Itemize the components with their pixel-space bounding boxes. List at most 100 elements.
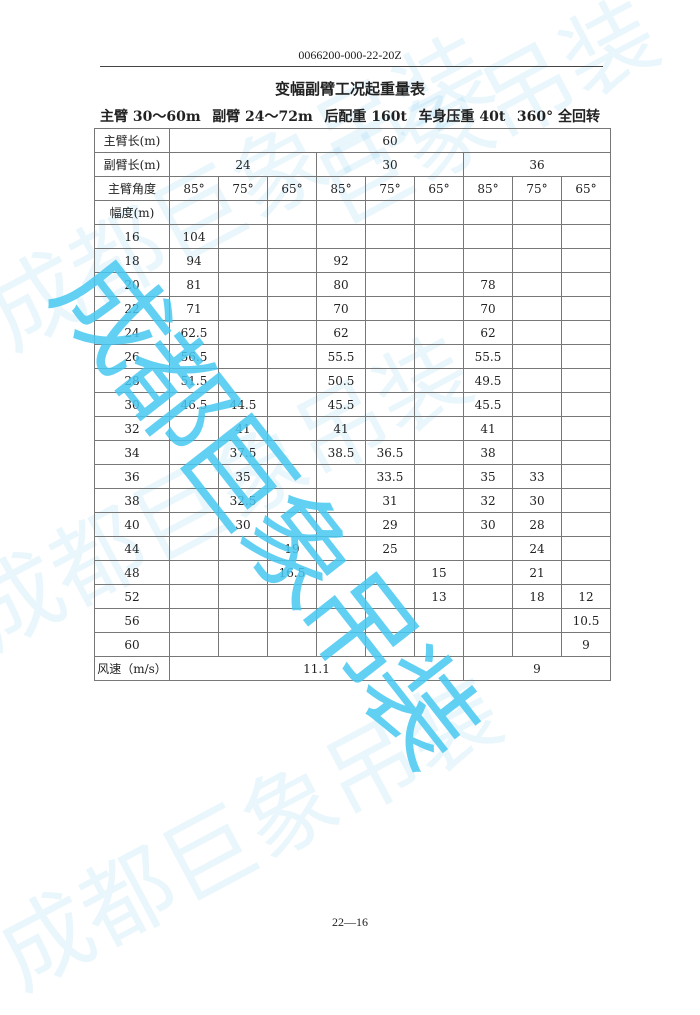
table-row: 24 62.5 62 62 (94, 320, 611, 345)
table-row: 28 51.5 50.5 49.5 (94, 368, 611, 393)
capacity-cell: 15 (414, 560, 464, 585)
table-row: 60 9 (94, 632, 611, 657)
capacity-cell: 37.5 (218, 440, 268, 465)
capacity-cell (316, 536, 366, 561)
capacity-cell (512, 224, 562, 249)
capacity-cell (414, 488, 464, 513)
capacity-cell (512, 296, 562, 321)
capacity-cell (561, 464, 611, 489)
wind-label: 风速（m/s） (94, 656, 170, 681)
capacity-cell (561, 440, 611, 465)
capacity-cell (267, 248, 317, 273)
table-row: 32 41 41 41 (94, 416, 611, 441)
capacity-cell (365, 584, 415, 609)
capacity-cell (512, 320, 562, 345)
radius-value: 32 (94, 416, 170, 441)
capacity-cell (414, 392, 464, 417)
table-row: 26 56.5 55.5 55.5 (94, 344, 611, 369)
spec-counterweight: 后配重 160t (324, 109, 407, 125)
capacity-cell: 36.5 (365, 440, 415, 465)
capacity-cell: 81 (169, 272, 219, 297)
capacity-cell (267, 272, 317, 297)
capacity-cell: 24 (512, 536, 562, 561)
table-row: 36 35 33.5 35 33 (94, 464, 611, 489)
capacity-cell (267, 368, 317, 393)
capacity-cell (316, 560, 366, 585)
jib-row: 副臂长(m) 24 30 36 (94, 152, 611, 177)
capacity-cell: 104 (169, 224, 219, 249)
capacity-cell: 55.5 (463, 344, 513, 369)
wind-row: 风速（m/s） 11.1 9 (94, 656, 611, 681)
capacity-cell (414, 296, 464, 321)
capacity-cell: 41 (316, 416, 366, 441)
capacity-cell: 35 (463, 464, 513, 489)
radius-value: 16 (94, 224, 170, 249)
capacity-cell (267, 488, 317, 513)
capacity-cell (561, 416, 611, 441)
angle-value: 65° (414, 176, 464, 201)
capacity-cell: 45.5 (463, 392, 513, 417)
capacity-cell: 70 (463, 296, 513, 321)
capacity-cell: 41 (218, 416, 268, 441)
capacity-cell (365, 248, 415, 273)
capacity-cell (414, 464, 464, 489)
capacity-cell (463, 608, 513, 633)
capacity-cell (316, 464, 366, 489)
capacity-cell (365, 608, 415, 633)
capacity-cell (561, 512, 611, 537)
radius-value: 56 (94, 608, 170, 633)
capacity-cell (267, 224, 317, 249)
capacity-cell (365, 632, 415, 657)
capacity-cell: 71 (169, 296, 219, 321)
capacity-cell (414, 368, 464, 393)
angle-value: 75° (365, 176, 415, 201)
capacity-cell (414, 512, 464, 537)
wind-value: 11.1 (169, 656, 464, 681)
capacity-cell (169, 416, 219, 441)
capacity-cell (365, 224, 415, 249)
capacity-cell (218, 224, 268, 249)
capacity-cell (316, 608, 366, 633)
capacity-cell: 45.5 (316, 392, 366, 417)
capacity-cell: 33 (512, 464, 562, 489)
table-row: 16 104 (94, 224, 611, 249)
capacity-cell: 44.5 (218, 392, 268, 417)
radius-value: 22 (94, 296, 170, 321)
capacity-cell (512, 632, 562, 657)
document-code: 0066200-000-22-20Z (298, 48, 402, 62)
capacity-cell (267, 320, 317, 345)
capacity-cell (414, 632, 464, 657)
capacity-cell (169, 512, 219, 537)
page-number: 22—16 (332, 915, 368, 929)
capacity-cell (414, 608, 464, 633)
capacity-cell (561, 536, 611, 561)
jib-value: 30 (316, 152, 464, 177)
capacity-cell (218, 320, 268, 345)
table-row: 34 37.5 38.5 36.5 38 (94, 440, 611, 465)
capacity-cell (316, 488, 366, 513)
capacity-cell (365, 296, 415, 321)
capacity-cell: 30 (463, 512, 513, 537)
capacity-cell (316, 632, 366, 657)
capacity-cell (267, 464, 317, 489)
capacity-cell: 70 (316, 296, 366, 321)
capacity-cell (512, 368, 562, 393)
capacity-cell (414, 272, 464, 297)
capacity-cell (267, 512, 317, 537)
angle-value: 65° (561, 176, 611, 201)
spec-jib: 副臂 24～72m (212, 109, 313, 125)
spec-main-boom: 主臂 30～60m (100, 109, 201, 125)
capacity-cell (365, 272, 415, 297)
capacity-cell (365, 416, 415, 441)
angle-value: 85° (316, 176, 366, 201)
angle-value: 75° (512, 176, 562, 201)
capacity-cell (365, 368, 415, 393)
capacity-cell (512, 344, 562, 369)
main-boom-label: 主臂长(m) (94, 128, 170, 153)
capacity-cell (267, 344, 317, 369)
table-row: 56 10.5 (94, 608, 611, 633)
capacity-cell: 94 (169, 248, 219, 273)
radius-value: 34 (94, 440, 170, 465)
capacity-cell (218, 584, 268, 609)
capacity-cell (365, 344, 415, 369)
